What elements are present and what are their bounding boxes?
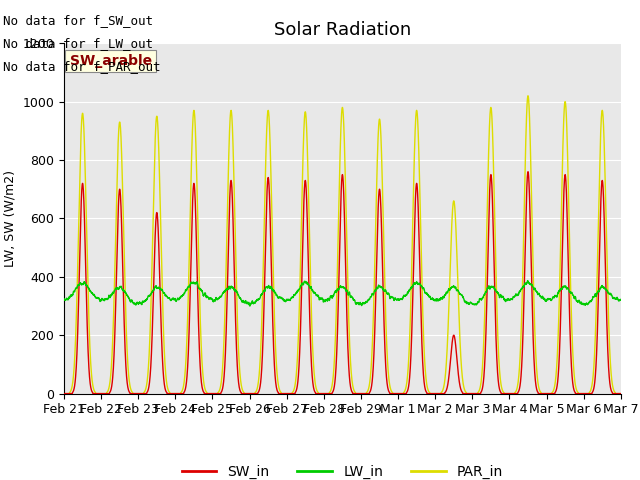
Title: Solar Radiation: Solar Radiation [274, 21, 411, 39]
Text: No data for f_LW_out: No data for f_LW_out [3, 37, 153, 50]
Legend: SW_in, LW_in, PAR_in: SW_in, LW_in, PAR_in [176, 459, 509, 480]
Text: No data for f_SW_out: No data for f_SW_out [3, 14, 153, 27]
Text: No data for f_PAR_out: No data for f_PAR_out [3, 60, 161, 73]
Y-axis label: LW, SW (W/m2): LW, SW (W/m2) [4, 170, 17, 267]
Text: SW_arable: SW_arable [70, 54, 152, 68]
